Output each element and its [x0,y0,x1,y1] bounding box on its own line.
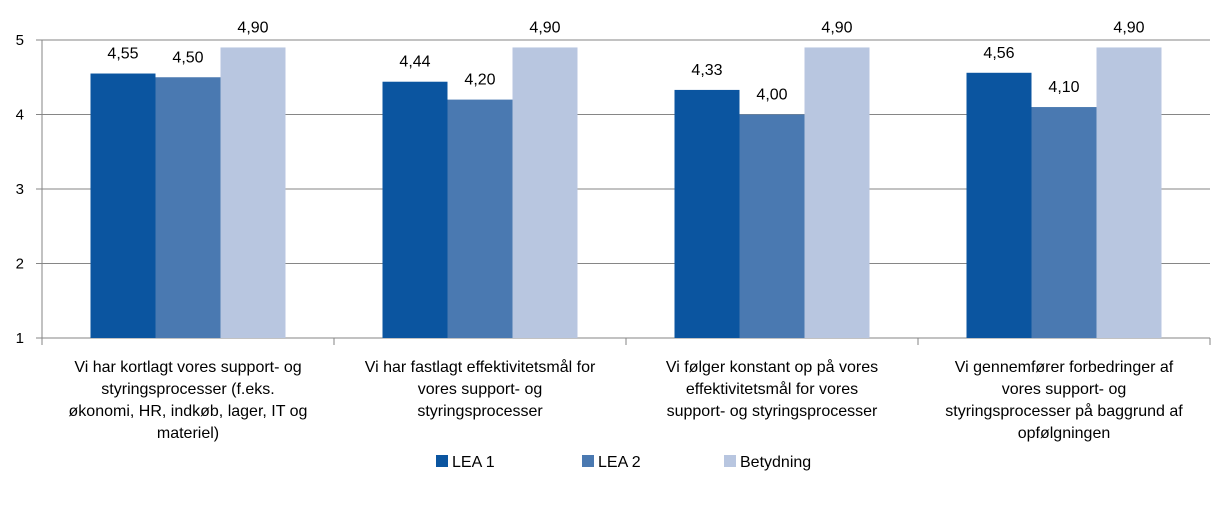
data-label: 4,00 [756,87,787,104]
bar-betydning [1096,47,1162,338]
bar-betydning [512,47,578,338]
bar-betydning [220,47,286,338]
x-category-label: Vi har fastlagt effektivitetsmål for vore… [365,358,596,420]
category-labels: Vi har kortlagt vores support- og styring… [69,358,1184,442]
y-tick-label: 3 [16,181,24,198]
x-category-label: Vi følger konstant op på vores effektivit… [666,358,878,420]
bar-lea-1 [966,72,1032,338]
y-tick-label: 2 [16,256,24,273]
data-label: 4,55 [107,46,138,63]
x-category-label: Vi har kortlagt vores support- og styring… [69,359,308,442]
legend-label: LEA 2 [598,454,641,471]
data-label: 4,90 [529,19,560,36]
legend-label: Betydning [740,454,811,471]
y-tick-label: 5 [16,32,24,49]
data-label: 4,90 [1113,19,1144,36]
bar-lea-2 [739,114,805,338]
legend-label: LEA 1 [452,454,495,471]
data-label: 4,90 [237,19,268,36]
x-category-label: Vi gennemfører forbedringer af vores supp… [945,359,1183,442]
bar-lea-1 [382,81,448,338]
data-labels: 4,55 4,50 4,90 4,44 4,20 4,90 4,33 4,00 4,90 4,56… [107,19,1144,103]
legend-swatch [582,455,594,467]
bar-lea-1 [674,89,740,338]
y-tick-label: 4 [16,107,24,124]
data-label: 4,44 [399,54,430,71]
bars [90,47,1162,339]
y-tick-label: 1 [16,330,24,347]
data-label: 4,33 [691,62,722,79]
legend-swatch [724,455,736,467]
bar-lea-2 [1031,107,1097,338]
legend: LEA 1 LEA 2 Betydning [436,454,811,471]
bar-lea-1 [90,73,156,339]
data-label: 4,10 [1048,79,1079,96]
data-label: 4,90 [821,19,852,36]
legend-swatch [436,455,448,467]
bar-betydning [804,47,870,338]
bar-lea-2 [447,99,513,338]
data-label: 4,20 [464,72,495,89]
bar-lea-2 [155,77,221,338]
data-label: 4,56 [983,45,1014,62]
data-label: 4,50 [172,49,203,66]
